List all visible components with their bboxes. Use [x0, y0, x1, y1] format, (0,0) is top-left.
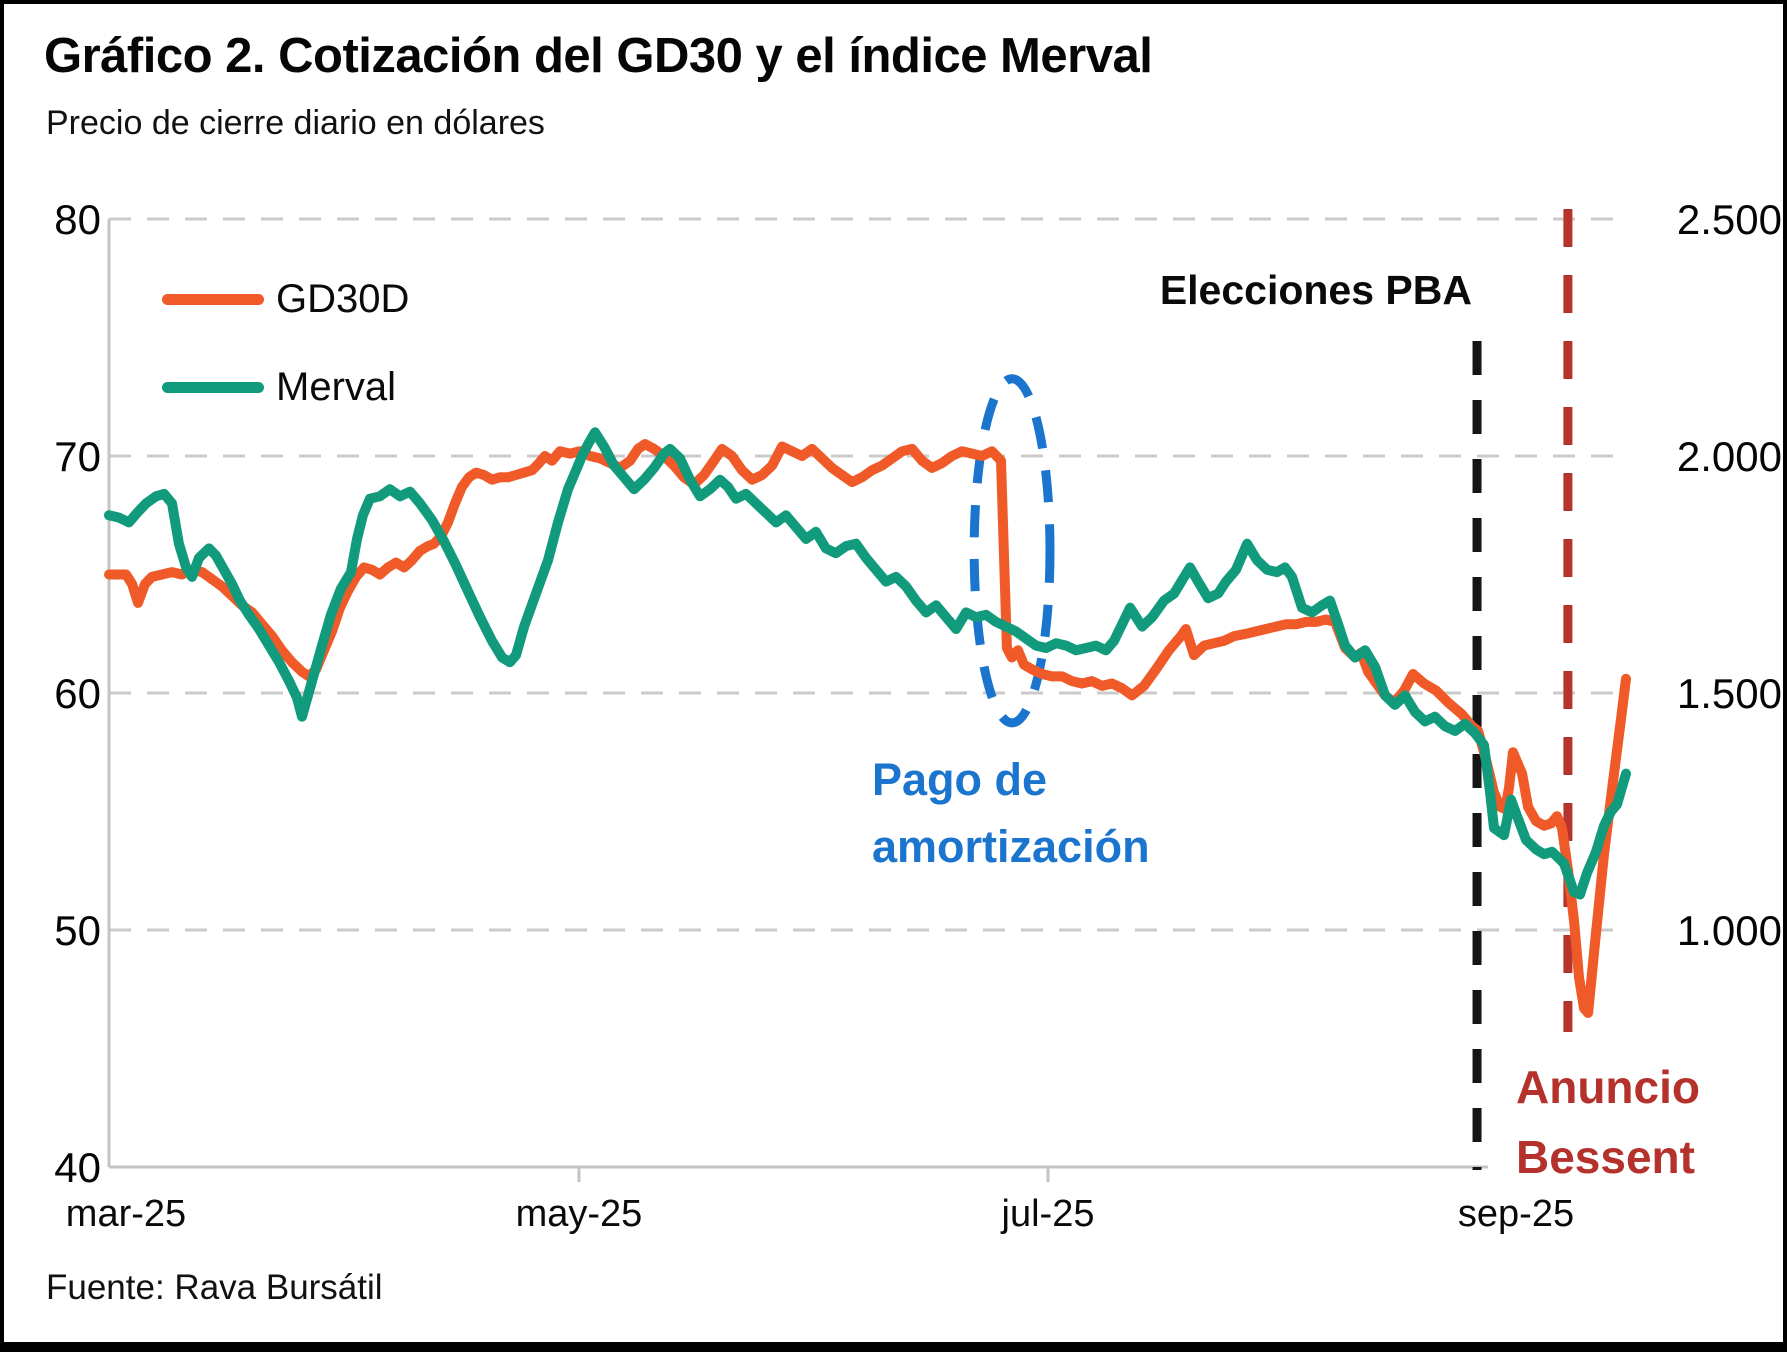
annotation-anuncio-bessent: Anuncio Bessent — [1516, 1052, 1700, 1192]
annotation-pago-line2: amortización — [872, 821, 1150, 872]
y-left-tick-label: 50 — [54, 907, 101, 954]
annotation-pago-amortizacion: Pago de amortización — [872, 746, 1150, 880]
legend-item-gd30d: GD30D — [162, 276, 409, 322]
merval-swatch-icon — [162, 381, 264, 393]
page-subtitle: Precio de cierre diario en dólares — [46, 104, 545, 142]
price-chart: 80 70 60 50 40 2.500 2.000 1.500 1.000 mar-25 may-… — [54, 196, 1782, 1235]
gd30d-line — [104, 439, 1631, 1018]
annotation-anuncio-line1: Anuncio — [1516, 1061, 1700, 1113]
source-note: Fuente: Rava Bursátil — [46, 1268, 383, 1307]
annotation-anuncio-line2: Bessent — [1516, 1131, 1695, 1183]
y-left-tick-label: 60 — [54, 670, 101, 717]
y-right-tick-label: 1.000 — [1677, 907, 1782, 954]
x-tick-label: mar-25 — [66, 1193, 186, 1235]
y-right-tick-label: 1.500 — [1677, 670, 1782, 717]
x-tick-label: may-25 — [516, 1193, 643, 1235]
y-right-tick-label: 2.500 — [1677, 196, 1782, 243]
legend-label-gd30d: GD30D — [276, 276, 410, 321]
page-title: Gráfico 2. Cotización del GD30 y el índi… — [44, 29, 1153, 83]
legend-item-merval: Merval — [162, 364, 396, 410]
y-left-tick-label: 40 — [54, 1144, 101, 1191]
annotation-elecciones-pba: Elecciones PBA — [1159, 267, 1472, 313]
x-tick-label: jul-25 — [1001, 1193, 1095, 1235]
gd30d-swatch-icon — [162, 293, 264, 305]
merval-line — [104, 427, 1631, 900]
x-tick-label: sep-25 — [1458, 1193, 1574, 1235]
y-left-tick-label: 80 — [54, 196, 101, 243]
y-right-tick-label: 2.000 — [1677, 433, 1782, 480]
amortizacion-ellipse — [969, 374, 1055, 728]
annotation-pago-line1: Pago de — [872, 754, 1048, 805]
y-left-tick-label: 70 — [54, 433, 101, 480]
legend-label-merval: Merval — [276, 364, 397, 409]
